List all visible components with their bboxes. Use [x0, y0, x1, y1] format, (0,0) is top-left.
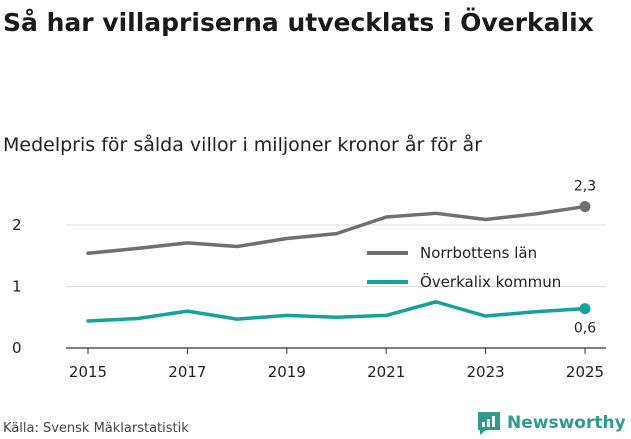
- x-tick-label: 2017: [168, 363, 206, 381]
- end-value-label: 0,6: [574, 321, 596, 337]
- series-line-overkalix: [86, 300, 587, 323]
- end-value-label: 2,3: [574, 179, 596, 195]
- chart-title: Så har villapriserna utvecklats i Överka…: [3, 8, 594, 37]
- legend: Norrbottens län Överkalix kommun: [367, 244, 561, 291]
- grid-layer: [66, 224, 606, 287]
- x-tick-label: 2019: [268, 363, 306, 381]
- legend-label: Norrbottens län: [420, 244, 537, 262]
- source-note: Källa: Svensk Mäklarstatistik: [3, 421, 189, 436]
- series-layer: 2,3 0,6: [86, 179, 596, 337]
- y-tick-label: 0: [12, 339, 22, 357]
- legend-label: Överkalix kommun: [420, 272, 561, 291]
- series-endpoint: [579, 303, 591, 315]
- x-tick-label: 2021: [367, 363, 405, 381]
- axis-layer: 0 1 2 2015 2017 2019 2021 2023 2025: [12, 216, 606, 381]
- series-line-norrbotten: [86, 204, 587, 256]
- x-tick-label: 2015: [69, 363, 107, 381]
- brand-logo: Newsworthy: [476, 409, 626, 437]
- line-chart: 0 1 2 2015 2017 2019 2021 2023 2025 2,3 0,6 Norrb…: [12, 179, 606, 381]
- y-tick-label: 1: [12, 278, 22, 296]
- y-tick-label: 2: [12, 216, 22, 234]
- brand-name: Newsworthy: [507, 413, 626, 433]
- x-tick-label: 2023: [467, 363, 505, 381]
- chart-subtitle: Medelpris för sålda villor i miljoner kr…: [3, 134, 483, 156]
- series-endpoint: [579, 201, 591, 213]
- newsworthy-logo-icon: [478, 412, 500, 435]
- x-tick-label: 2025: [566, 363, 604, 381]
